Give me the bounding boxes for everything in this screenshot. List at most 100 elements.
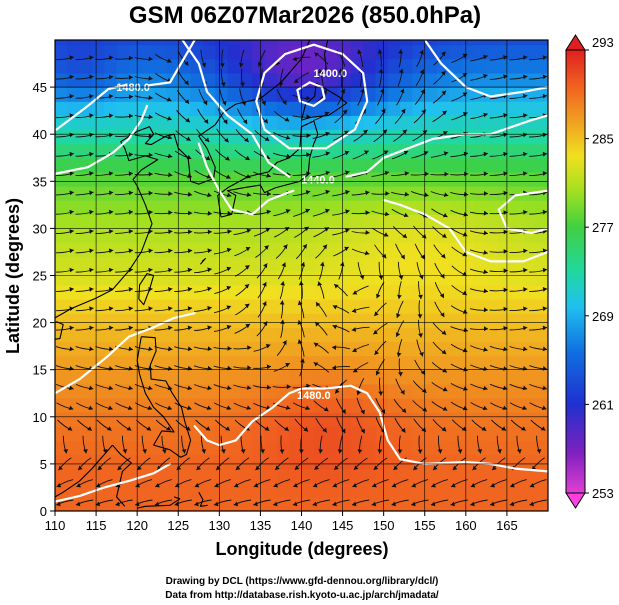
temperature-cell [535,313,548,328]
temperature-cell [91,228,105,244]
temperature-cell [289,468,303,484]
temperature-cell [252,341,266,357]
wind-arrow [394,417,406,433]
temperature-cell [474,40,487,46]
wind-arrow [154,248,173,254]
temperature-cell [264,143,278,159]
wind-arrow [417,435,423,454]
temperature-cell [79,369,93,385]
temperature-cell [338,270,352,286]
temperature-cell [535,157,548,173]
wind-arrow [155,92,172,102]
temperature-cell [449,171,463,187]
wind-streamlines [55,49,548,507]
temperature-cell [326,412,340,427]
temperature-cell [239,87,253,102]
temperature-cell [535,341,548,357]
wind-arrow [217,108,228,125]
temperature-cell [375,341,389,357]
temperature-cell [178,200,192,215]
wind-arrow [57,419,73,431]
temperature-cell [153,496,167,511]
wind-arrow [418,319,423,338]
wind-arrow [253,209,272,215]
height-contour [55,462,172,503]
temperature-cell [424,270,438,286]
temperature-cell [437,256,450,272]
wind-arrow [233,479,251,488]
temperature-cell [350,284,364,300]
temperature-cell [535,58,548,74]
temperature-cell [67,242,81,258]
temperature-cell [276,284,290,300]
temperature-cell [252,171,266,187]
wind-arrow [393,129,408,142]
wind-arrow [509,55,528,61]
wind-arrow [95,190,114,196]
wind-arrow [233,384,252,390]
height-contour [197,142,295,216]
temperature-cell [215,242,229,258]
temperature-cell [215,270,229,286]
temperature-cell [55,101,68,116]
temperature-cell [486,44,500,60]
wind-arrow [374,340,387,356]
temperature-cell [326,341,340,357]
temperature-cell [79,87,93,102]
temperature-cell [79,200,93,215]
wind-arrow [432,226,447,239]
temperature-cell [363,270,377,286]
height-contour [423,40,548,98]
temperature-cell [116,313,130,328]
temperature-cell [227,496,241,511]
wind-arrow [509,113,528,119]
temperature-cell [486,228,500,244]
temperature-cell [375,313,389,328]
temperature-cell [461,256,475,272]
wind-arrow [332,150,350,159]
wind-arrow [529,499,547,507]
temperature-cell [301,412,315,427]
wind-arrow [194,267,212,274]
wind-arrow [175,130,191,142]
wind-arrow [433,51,446,66]
temperature-cell [511,496,524,511]
temperature-cell [511,454,524,470]
temperature-cell [116,369,130,385]
temperature-cell [55,87,68,102]
temperature-cell [190,397,204,413]
temperature-cell [276,40,290,46]
wind-arrow [314,52,329,65]
wind-arrow [154,191,173,197]
temperature-cell [326,270,340,286]
temperature-cell [289,397,303,413]
temperature-cell [350,468,364,484]
temperature-cell [523,313,537,328]
temperature-cell [190,369,204,385]
wind-arrow [279,435,285,454]
x-tick-label: 140 [291,518,313,533]
temperature-cell [461,157,475,173]
temperature-cell [400,214,414,229]
temperature-cell [141,482,155,498]
temperature-cell [461,341,475,357]
temperature-cell [363,383,377,399]
wind-arrow [176,110,191,123]
wind-arrow [194,325,212,332]
x-axis-label: Longitude (degrees) [215,539,388,559]
wind-arrow [529,151,548,157]
temperature-cell [190,214,204,229]
temperature-cell [535,129,548,145]
wind-arrow [273,110,290,122]
temperature-cell [190,200,204,215]
temperature-cell [55,40,68,46]
temperature-cell [79,72,93,88]
temperature-cell [412,214,426,229]
wind-arrow [313,400,329,412]
wind-arrow [489,229,508,235]
wind-arrow [95,171,114,176]
temperature-cell [375,482,389,498]
wind-arrow [55,151,74,157]
temperature-cell [252,496,266,511]
temperature-cell [202,214,216,229]
